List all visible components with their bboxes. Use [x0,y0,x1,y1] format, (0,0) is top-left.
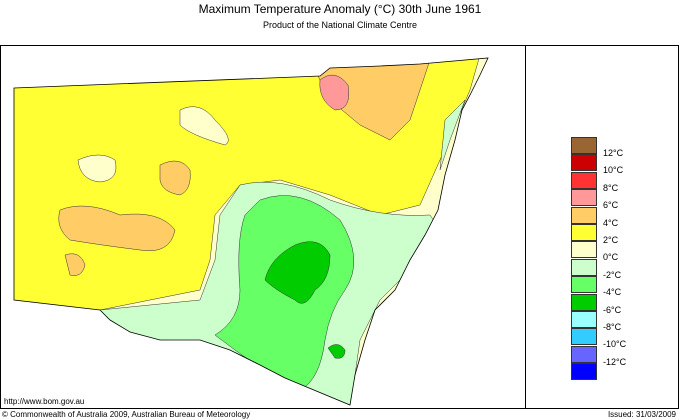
legend-swatch [571,137,597,154]
legend-label: 10°C [603,165,624,176]
legend-label: 2°C [603,235,619,245]
legend-swatch [571,224,597,241]
map-subtitle: Product of the National Climate Centre [262,20,418,30]
region-minus6-minus4-south [327,344,346,359]
legend-label: -12°C [603,356,627,367]
region-4-6-a [159,160,191,196]
region-0-2-west [77,154,117,183]
region-4-6-c [64,253,86,276]
legend-swatch [571,206,597,224]
legend-label: 6°C [603,200,619,211]
legend-swatch [571,363,597,381]
legend-swatch [571,241,597,259]
region-minus2-0-coast [439,99,466,171]
region-6-8 [319,74,349,111]
legend-label: -10°C [603,339,627,350]
legend-label: -8°C [603,322,622,332]
region-0-2-inner [179,106,229,146]
legend-label: 4°C [603,217,619,228]
issued-date: Issued: 31/03/2009 [607,410,676,419]
legend-swatch [571,293,597,311]
legend-divider [525,45,526,409]
legend-swatch [571,311,597,328]
map-frame [0,45,679,409]
legend-swatch [571,328,597,346]
legend-swatch [571,345,597,363]
region-minus6-minus4 [264,241,331,304]
legend-swatch [571,154,597,172]
legend-swatch [571,171,597,189]
anomaly-map [13,57,489,406]
legend-label: 12°C [603,148,624,158]
map-title: Maximum Temperature Anomaly (°C) 30th Ju… [198,2,482,16]
legend-swatch [571,189,597,207]
legend-label: -4°C [603,287,622,298]
region-4-6-b [58,205,176,252]
legend-swatch [571,258,597,276]
copyright: © Commonwealth of Australia 2009, Austra… [2,410,251,419]
legend-label: 0°C [603,252,619,263]
legend-swatch [571,276,597,294]
legend-label: 8°C [603,182,619,193]
legend-label: -2°C [603,269,622,280]
legend-label: -6°C [603,304,622,315]
source-url[interactable]: http://www.bom.gov.au [4,397,85,406]
